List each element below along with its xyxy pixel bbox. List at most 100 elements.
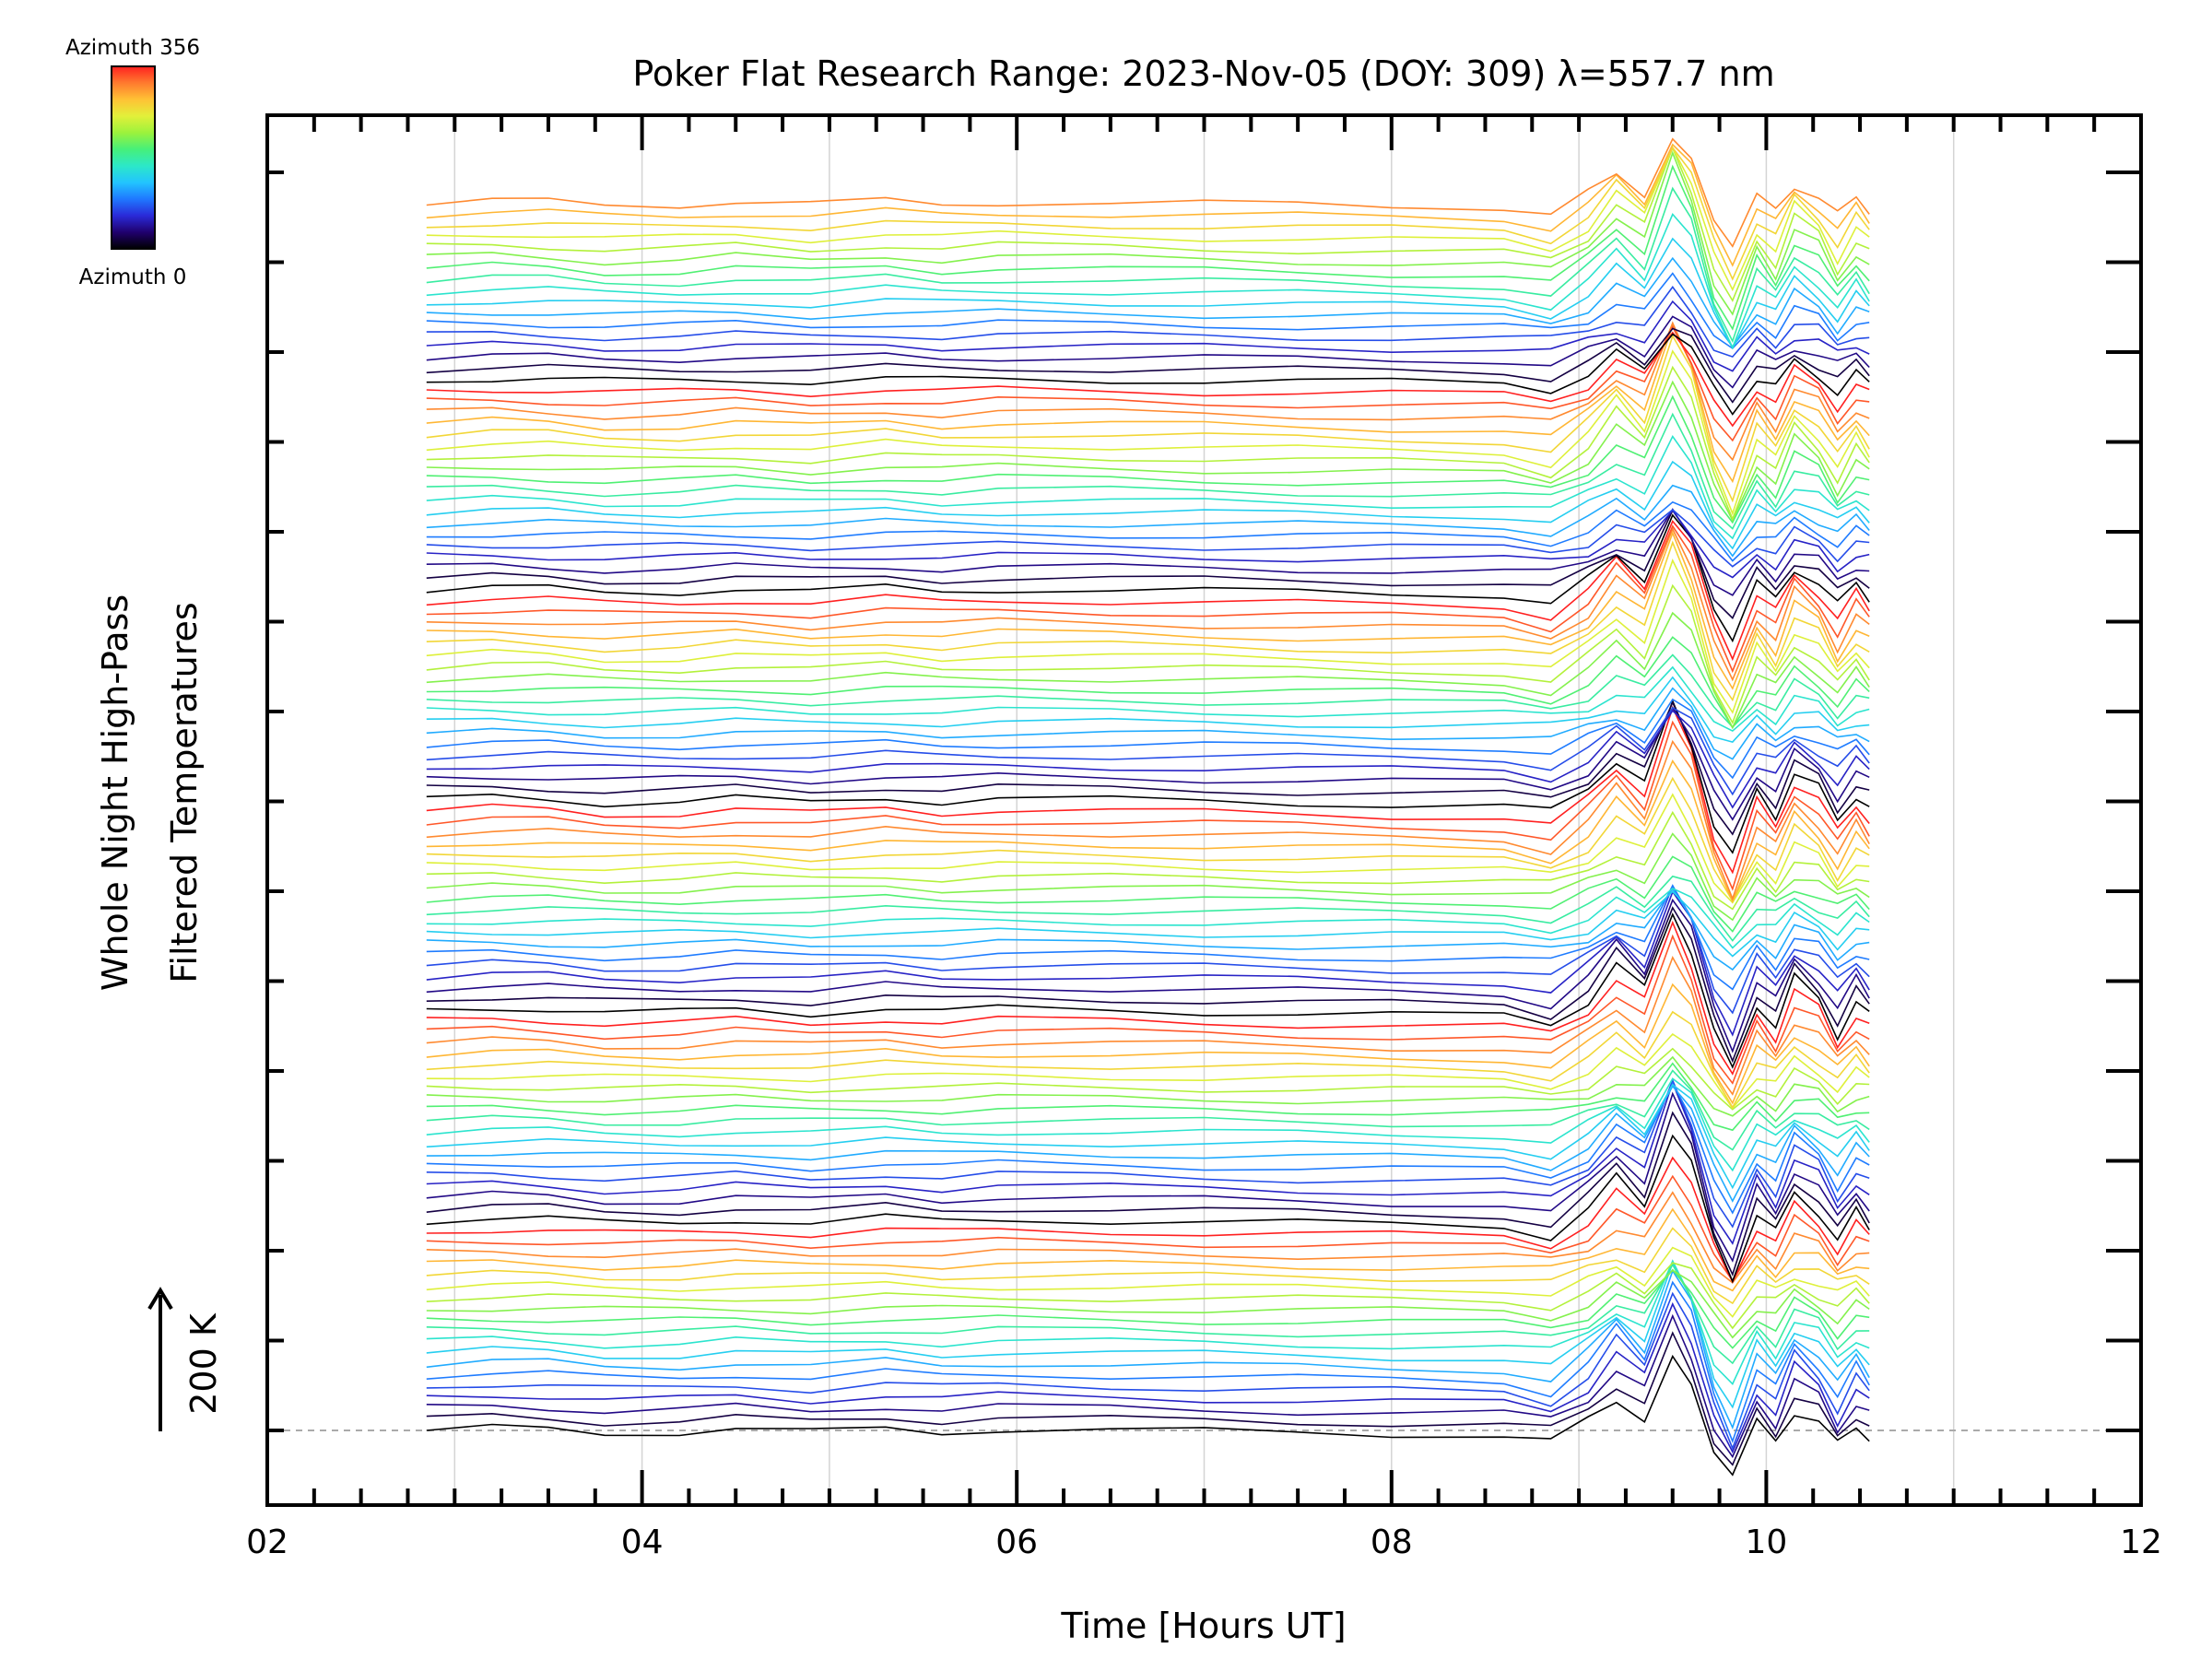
trace-line [426,889,1870,1037]
trace-line [426,759,1870,903]
trace-line [426,1227,1870,1305]
x-axis-label: Time [Hours UT] [1060,1606,1346,1646]
trace-line [426,349,1870,516]
trace-line [426,583,1870,725]
trace-line [426,394,1870,524]
trace-line [426,1191,1870,1284]
x-tick-label: 06 [995,1524,1038,1561]
trace-line [426,739,1870,901]
trace-line [426,906,1870,1064]
trace-line [426,700,1870,836]
trace-line [426,527,1870,682]
trace-line [426,513,1870,643]
trace-line [426,509,1870,619]
trace-line [426,237,1870,350]
scale-label: 200 K [183,1312,224,1415]
trace-line [426,920,1870,1076]
scale-arrow-head [147,1287,173,1311]
trace-line [426,1010,1870,1110]
trace-line [426,1111,1870,1277]
trace-line [426,934,1870,1085]
trace-line [426,1055,1870,1117]
x-tick-labels: 02 04 06 08 10 12 [246,1524,2162,1561]
trace-line [426,887,1870,949]
trace-line [426,982,1870,1105]
trace-line [426,524,1870,674]
trace-line [426,1077,1870,1172]
trace-line [426,884,1870,1015]
trace-line [426,705,1870,875]
trace-line [426,636,1870,729]
trace-line [426,186,1870,344]
trace-line [426,509,1870,568]
trace-line [426,898,1870,1053]
trace-line [426,1156,1870,1284]
trace-line [426,810,1870,911]
trace-line [426,1291,1870,1451]
trace-line [426,150,1870,316]
trace-line [426,912,1870,1069]
colorbar-gradient [111,65,156,250]
chart-title: Poker Flat Research Range: 2023-Nov-05 (… [632,53,1774,94]
x-tick-label: 10 [1745,1524,1787,1561]
trace-line [426,832,1870,922]
trace-line [426,1313,1870,1459]
x-tick-label: 04 [621,1524,664,1561]
trace-line [426,300,1870,372]
trace-line [426,884,1870,991]
trace-line [426,1301,1870,1454]
trace-line [426,1262,1870,1330]
trace-line [426,653,1870,729]
trace-line [426,460,1870,550]
scale-indicator: 200 K [147,1287,224,1431]
trace-line [426,1032,1870,1110]
trace-line [426,887,1870,971]
axis-ticks [265,115,2143,1505]
trace-line [426,1280,1870,1444]
trace-line [426,331,1870,428]
trace-line [426,1174,1870,1282]
trace-line [426,484,1870,558]
trace-line [426,875,1870,942]
trace-line [426,1354,1870,1477]
trace-line [426,509,1870,579]
y-axis-label-line-2: Filtered Temperatures [164,602,205,982]
trace-line [426,611,1870,730]
trace-line [426,333,1870,416]
trace-line [426,146,1870,302]
y-axis-label-line-1: Whole Night High-Pass [95,594,135,991]
trace-line [426,1246,1870,1318]
colorbar-top-label: Azimuth 356 [65,36,200,60]
trace-line [426,315,1870,389]
trace-lines [426,137,1870,1477]
trace-line [426,365,1870,522]
trace-line [426,1080,1870,1245]
trace-line [426,709,1870,809]
trace-line [426,793,1870,904]
trace-line [426,1081,1870,1215]
trace-line [426,698,1870,780]
trace-line [426,213,1870,350]
trace-line [426,1134,1870,1284]
trace-line [426,1078,1870,1229]
trace-line [426,1085,1870,1203]
trace-line [426,559,1870,714]
trace-line [426,699,1870,854]
trace-line [426,540,1870,702]
trace-line [426,1259,1870,1385]
trace-line [426,1047,1870,1111]
trace-line [426,164,1870,331]
trace-line [426,256,1870,348]
trace-line [426,1207,1870,1292]
trace-line [426,720,1870,891]
trace-line [426,665,1870,733]
colorbar-bottom-label: Azimuth 0 [79,265,187,289]
trace-line [426,519,1870,662]
trace-line [426,1062,1870,1132]
y-axis-label: Whole Night High-Pass Filtered Temperatu… [95,594,205,991]
trace-line [426,1069,1870,1151]
trace-line [426,324,1870,442]
trace-line [426,1263,1870,1365]
trace-line [426,143,1870,267]
